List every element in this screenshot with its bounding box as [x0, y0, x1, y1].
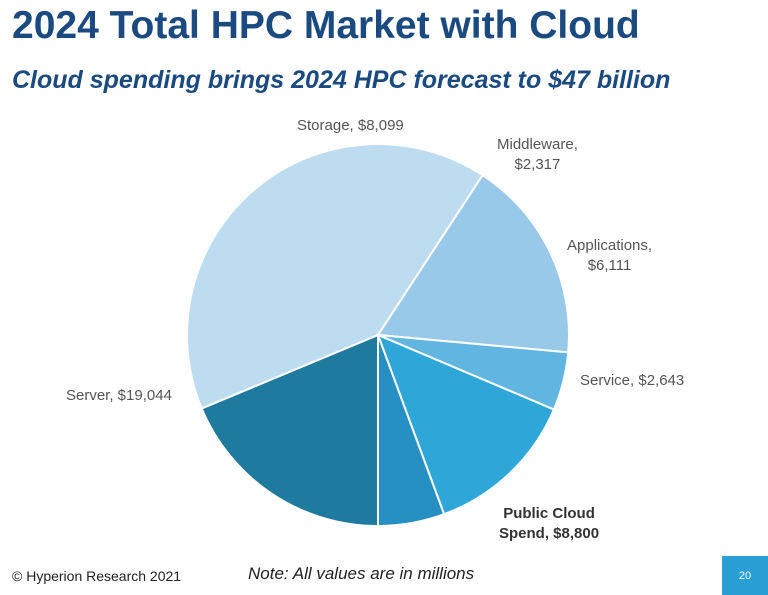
slice-label-line: $2,317	[514, 156, 561, 173]
slice-label-line: Spend, $8,800	[499, 525, 600, 542]
values-note: Note: All values are in millions	[248, 564, 475, 583]
page-subtitle: Cloud spending brings 2024 HPC forecast …	[12, 66, 671, 94]
slice-label-line: Server, $19,044	[66, 387, 172, 404]
slice-label-storage: Storage, $8,099	[297, 116, 404, 136]
pie-slice-service	[377, 334, 446, 528]
slice-label-applications: Applications, $6,111	[567, 236, 652, 276]
slice-label-service: Service, $2,643	[580, 371, 684, 391]
slice-label-line: Applications,	[567, 237, 653, 254]
slice-label-line: $6,111	[587, 257, 632, 274]
page-title: 2024 Total HPC Market with Cloud	[12, 4, 640, 47]
slice-label-public-cloud-spend: Public Cloud Spend, $8,800	[499, 504, 599, 544]
copyright-text: © Hyperion Research 2021	[12, 568, 182, 584]
slice-label-middleware: Middleware, $2,317	[497, 135, 578, 175]
slice-label-line: Service, $2,643	[580, 372, 685, 389]
pie-slice-server	[186, 143, 484, 410]
slice-label-line: Public Cloud	[503, 505, 595, 522]
slice-label-line: Middleware,	[497, 136, 578, 153]
pie-slice-storage	[376, 173, 570, 354]
pie-slice-applications	[376, 333, 556, 516]
pie-slice-public-cloud-spend	[200, 333, 379, 528]
page-number-badge: 20	[722, 556, 768, 595]
slice-label-line: Storage, $8,099	[297, 117, 404, 134]
slice-label-server: Server, $19,044	[66, 386, 172, 406]
